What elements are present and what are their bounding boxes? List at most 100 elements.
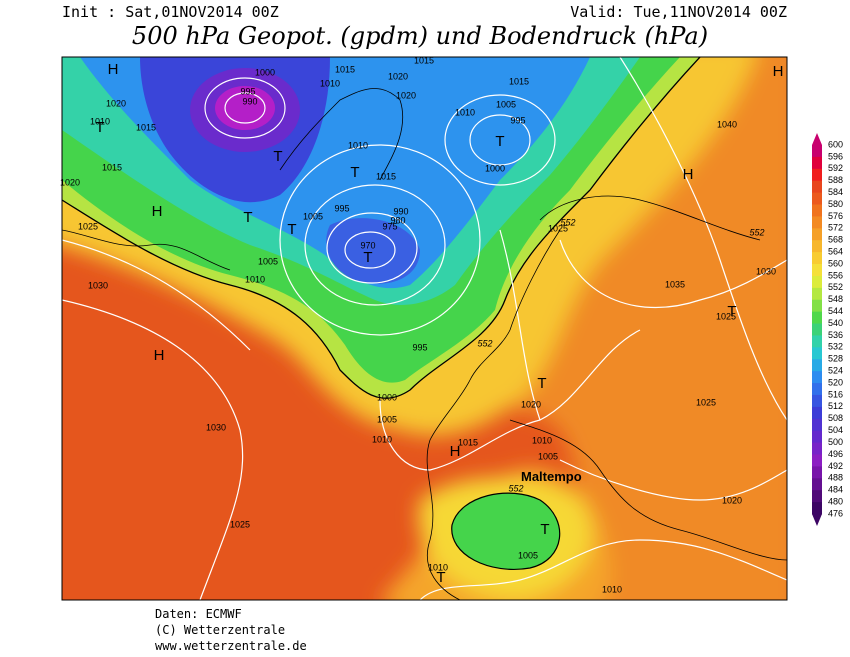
color-swatch	[812, 204, 822, 217]
colorbar-label: 512	[828, 401, 843, 411]
isobar-label: 1025	[548, 223, 568, 233]
color-swatch	[812, 216, 822, 229]
color-swatch	[812, 406, 822, 420]
isobar-label: 1010	[602, 584, 622, 594]
isobar-label: 980	[390, 215, 405, 225]
isobar-label: 1015	[509, 76, 529, 86]
color-swatch	[812, 299, 822, 313]
geopotential-label: 552	[560, 217, 575, 227]
colorbar-label: 488	[828, 473, 843, 483]
geopotential-label: 552	[477, 338, 492, 348]
color-swatch	[812, 264, 822, 277]
isobar-label: 1030	[206, 422, 226, 432]
color-swatch	[812, 383, 822, 396]
isobar-label: 1015	[335, 64, 355, 74]
isobar-label: 1020	[722, 495, 742, 505]
colorbar-label: 504	[828, 425, 843, 435]
isobar-label: 1015	[136, 122, 156, 132]
pressure-center: H	[154, 347, 165, 364]
colorbar-label: 476	[828, 508, 843, 518]
color-swatch	[812, 335, 822, 348]
colorbar-label: 544	[828, 306, 843, 316]
isobar-label: 1005	[258, 256, 278, 266]
isobar-label: 970	[360, 240, 375, 250]
pressure-center: T	[243, 209, 252, 226]
pressure-center: T	[727, 303, 736, 320]
isobar-label: 990	[242, 96, 257, 106]
colorbar-label: 524	[828, 366, 843, 376]
init-time: Init : Sat,01NOV2014 00Z	[62, 3, 279, 21]
color-swatch	[812, 228, 822, 241]
colorbar-label: 564	[828, 247, 843, 257]
pressure-center: T	[273, 148, 282, 165]
pressure-center: T	[495, 133, 504, 150]
colorbar-label: 588	[828, 175, 843, 185]
color-swatch	[812, 430, 822, 444]
isobar-label: 1010	[245, 274, 265, 284]
isobar-label: 1005	[496, 99, 516, 109]
isobar-label: 1030	[88, 280, 108, 290]
isobar-label: 1010	[348, 140, 368, 150]
pressure-center: T	[350, 164, 359, 181]
geopotential-label: 552	[749, 227, 764, 237]
pressure-centers: H T H T T T T T T H H H T H T T T	[95, 61, 783, 586]
footer-copyright: (C) Wetterzentrale	[155, 623, 285, 637]
isobar-label: 1020	[396, 90, 416, 100]
isobar-label: 1015	[102, 162, 122, 172]
map-frame	[61, 56, 788, 601]
colorbar-label: 548	[828, 294, 843, 304]
colorbar-label: 576	[828, 211, 843, 221]
isobar-label: 990	[393, 206, 408, 216]
color-swatch	[812, 311, 822, 325]
pressure-center: H	[773, 63, 784, 80]
geopotential-label: 552	[508, 483, 523, 493]
isobars	[62, 57, 787, 600]
colorbar-label: 500	[828, 437, 843, 447]
isobar-label: 1015	[376, 171, 396, 181]
pressure-center: T	[436, 569, 445, 586]
color-swatch	[812, 394, 822, 408]
map-title: 500 hPa Geopot. (gpdm) und Bodendruck (h…	[132, 22, 708, 50]
color-swatch	[812, 371, 822, 384]
isobar-label: 1025	[230, 519, 250, 529]
colorbar-label: 560	[828, 258, 843, 268]
annotation: Maltempo	[521, 469, 582, 484]
color-swatch	[812, 347, 822, 360]
colorbar-label: 568	[828, 235, 843, 245]
pressure-center: H	[108, 61, 119, 78]
color-swatch	[812, 490, 822, 503]
color-swatch	[812, 275, 822, 289]
colorbar-label: 520	[828, 377, 843, 387]
color-swatch	[812, 168, 822, 182]
colorbar-label: 492	[828, 461, 843, 471]
colorbar-label: 480	[828, 496, 843, 506]
isobar-label: 995	[412, 342, 427, 352]
color-swatch	[812, 156, 822, 170]
isobar-label: 1010	[372, 434, 392, 444]
pressure-center: T	[363, 249, 372, 266]
colorbar-label: 496	[828, 449, 843, 459]
isobar-label: 1010	[90, 116, 110, 126]
isobar-label: 1005	[377, 414, 397, 424]
colorbar-label: 516	[828, 389, 843, 399]
isobar-label: 1015	[458, 437, 478, 447]
colorbar-label: 596	[828, 151, 843, 161]
isobar-label: 1035	[665, 279, 685, 289]
pressure-center: H	[683, 166, 694, 183]
isobar-label: 975	[382, 221, 397, 231]
color-swatch	[812, 466, 822, 479]
field-cutoff-low	[451, 492, 561, 570]
pressure-center: T	[95, 119, 104, 136]
isobar-label: 995	[240, 86, 255, 96]
field-low-core	[326, 218, 420, 284]
colorbar-label: 584	[828, 187, 843, 197]
contour-552	[62, 57, 701, 399]
color-swatch	[812, 145, 822, 158]
color-swatch	[812, 323, 822, 336]
color-swatch	[812, 454, 822, 467]
color-swatch	[812, 359, 822, 372]
color-swatch	[812, 418, 822, 432]
footer-url: www.wetterzentrale.de	[155, 639, 307, 653]
